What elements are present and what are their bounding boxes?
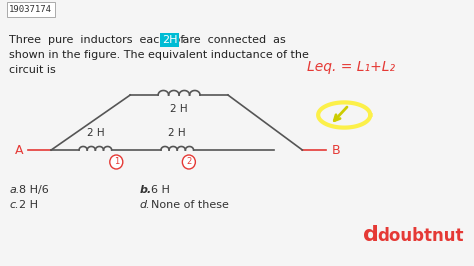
Text: d.: d.: [139, 200, 150, 210]
Text: Three  pure  inductors  each  of: Three pure inductors each of: [9, 35, 188, 45]
Text: shown in the figure. The equivalent inductance of the: shown in the figure. The equivalent indu…: [9, 50, 309, 60]
Text: b.: b.: [139, 185, 152, 195]
Text: 2 H: 2 H: [18, 200, 37, 210]
Text: 2: 2: [186, 157, 191, 167]
Text: 2 H: 2 H: [87, 128, 104, 138]
Text: None of these: None of these: [151, 200, 228, 210]
Text: Leq. = L₁+L₂: Leq. = L₁+L₂: [307, 60, 395, 74]
Text: B: B: [332, 144, 341, 157]
Text: 8 H/6: 8 H/6: [18, 185, 48, 195]
Text: doubtnut: doubtnut: [377, 227, 463, 245]
Text: are  connected  as: are connected as: [179, 35, 285, 45]
Text: a.: a.: [9, 185, 20, 195]
Text: 2 H: 2 H: [170, 104, 188, 114]
Text: 2 H: 2 H: [168, 128, 186, 138]
Text: c.: c.: [9, 200, 19, 210]
Text: 19037174: 19037174: [9, 5, 52, 14]
Circle shape: [110, 155, 123, 169]
Text: 6 H: 6 H: [151, 185, 170, 195]
Circle shape: [182, 155, 195, 169]
Text: 2H: 2H: [162, 35, 177, 45]
Text: circuit is: circuit is: [9, 65, 56, 75]
Text: A: A: [15, 144, 23, 157]
Text: 1: 1: [114, 157, 119, 167]
Text: d: d: [363, 225, 379, 245]
